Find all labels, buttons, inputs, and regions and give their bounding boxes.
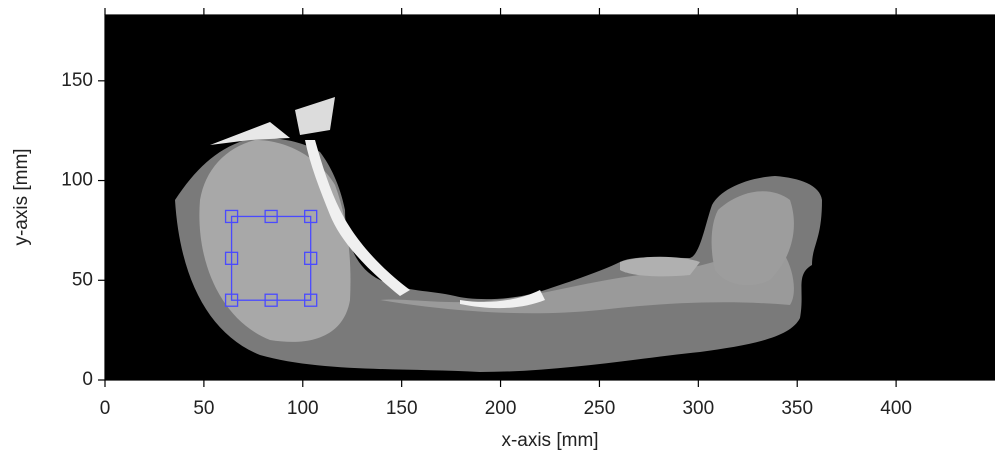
y-tick-label: 150 [61, 70, 93, 91]
x-tick-label: 50 [193, 398, 214, 419]
x-tick-label: 0 [100, 398, 111, 419]
y-tick-label: 0 [82, 369, 93, 390]
x-tick-label: 300 [682, 398, 714, 419]
x-tick-label: 200 [485, 398, 517, 419]
y-axis-label: y-axis [mm] [11, 148, 32, 245]
x-tick-label: 100 [287, 398, 319, 419]
figure: x-axis [mm] y-axis [mm] 0 50 100 150 200 250 3… [0, 0, 995, 459]
x-tick-label: 400 [880, 398, 912, 419]
y-tick-label: 50 [72, 269, 93, 290]
x-tick-label: 250 [584, 398, 616, 419]
y-tick-label: 100 [61, 170, 93, 191]
x-tick-label: 150 [386, 398, 418, 419]
x-tick-label: 350 [781, 398, 813, 419]
x-axis-label: x-axis [mm] [501, 430, 598, 451]
